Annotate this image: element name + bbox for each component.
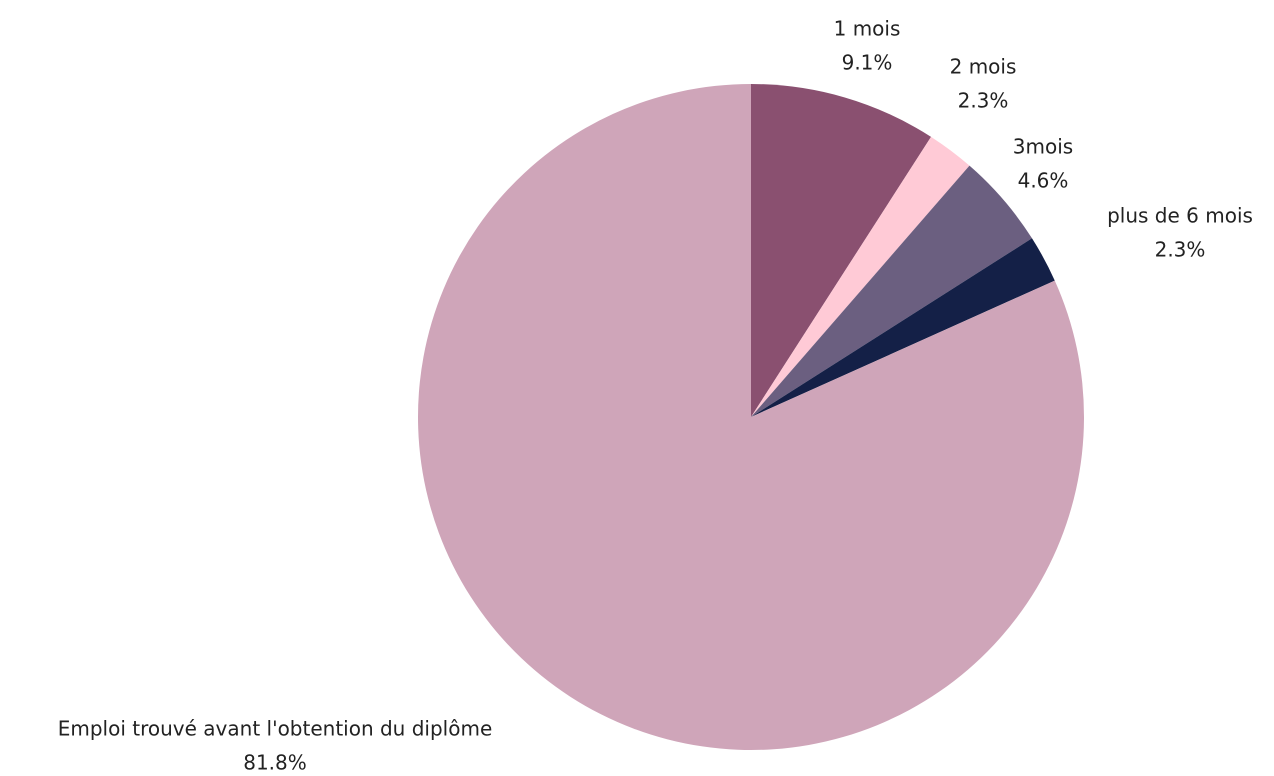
pie-slice bbox=[751, 165, 1032, 417]
slice-category-label: 3mois bbox=[1013, 135, 1073, 159]
slice-value-label: 4.6% bbox=[1018, 169, 1069, 193]
pie-slice bbox=[751, 238, 1055, 417]
slice-value-label: 9.1% bbox=[842, 51, 893, 75]
slice-value-label: 2.3% bbox=[1155, 238, 1206, 262]
slice-category-label: 2 mois bbox=[950, 55, 1017, 79]
slice-value-label: 2.3% bbox=[958, 89, 1009, 113]
pie-slice bbox=[751, 136, 970, 417]
pie-slice bbox=[751, 84, 932, 417]
pie-slice bbox=[418, 84, 1084, 750]
slice-category-label: Emploi trouvé avant l'obtention du diplô… bbox=[58, 717, 493, 741]
slice-category-label: plus de 6 mois bbox=[1107, 204, 1253, 228]
slice-category-label: 1 mois bbox=[834, 17, 901, 41]
slice-value-label: 81.8% bbox=[243, 751, 307, 775]
